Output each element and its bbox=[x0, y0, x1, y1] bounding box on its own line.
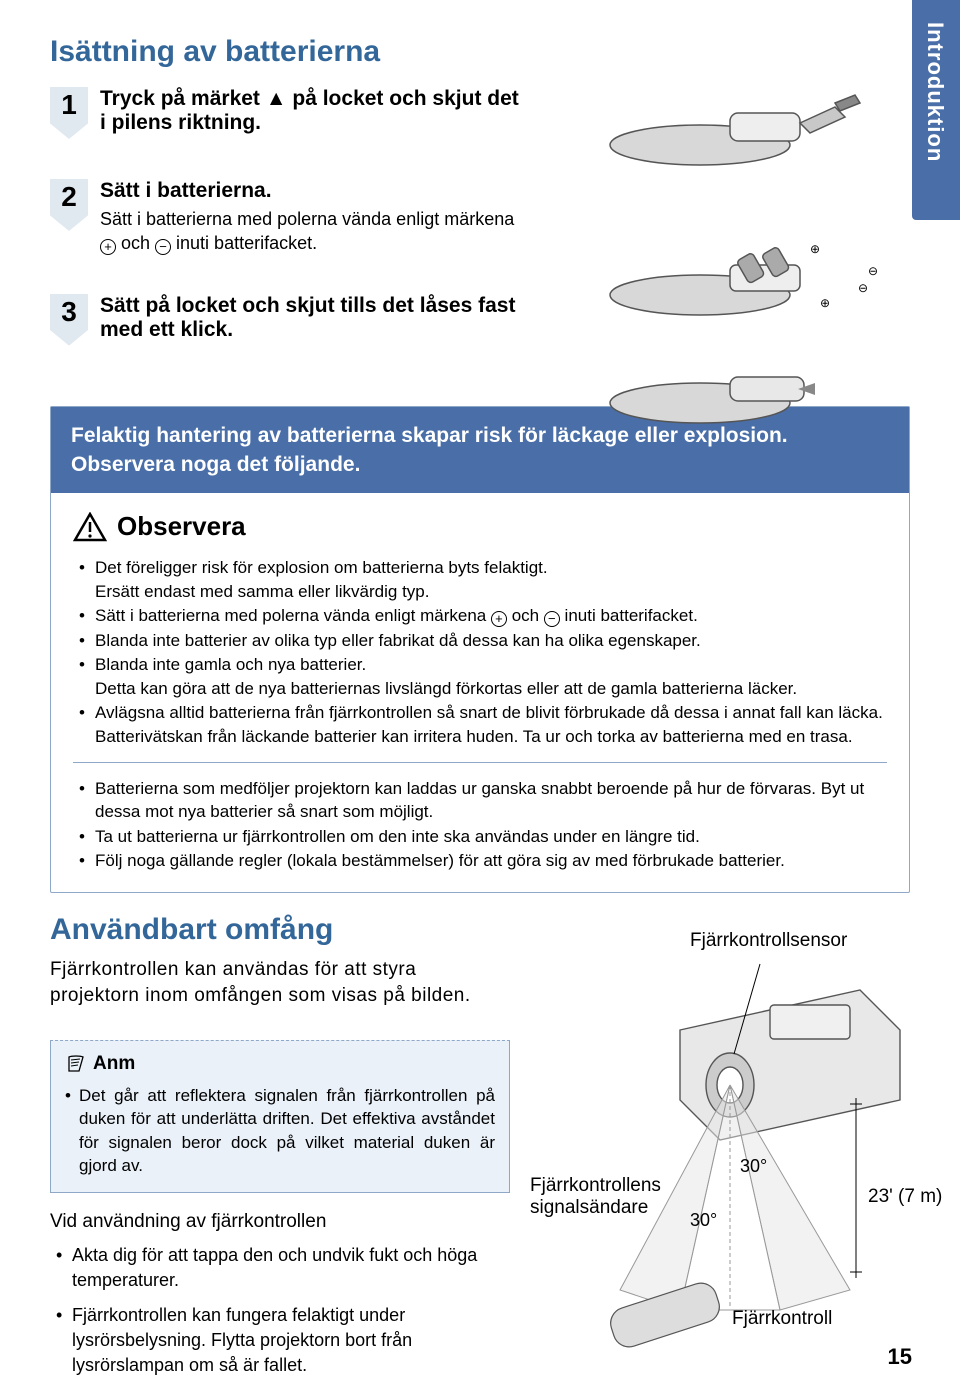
note-icon bbox=[65, 1053, 87, 1075]
label-angle-1: 30° bbox=[740, 1156, 767, 1176]
sublist-item: Akta dig för att tappa den och undvik fu… bbox=[50, 1243, 510, 1293]
label-remote: Fjärrkontroll bbox=[732, 1308, 832, 1330]
label-transmitter: Fjärrkontrollens signalsändare bbox=[530, 1175, 680, 1219]
step-1: 1 Tryck på märket ▲ på locket och skjut … bbox=[50, 87, 530, 139]
note-text: Det går att reflektera signalen från fjä… bbox=[65, 1084, 495, 1178]
step-2: 2 Sätt i batterierna. Sätt i batterierna… bbox=[50, 179, 530, 256]
svg-text:⊖: ⊖ bbox=[858, 281, 868, 295]
label-sensor: Fjärrkontrollsensor bbox=[690, 930, 847, 952]
step-1-num: 1 bbox=[50, 87, 88, 139]
page-number: 15 bbox=[888, 1344, 912, 1370]
step-1-title: Tryck på märket ▲ på locket och skjut de… bbox=[100, 87, 530, 135]
sublist-header: Vid användning av fjärrkontrollen bbox=[50, 1211, 510, 1233]
range-illustration: Fjärrkontrollsensor 30° bbox=[530, 930, 960, 1360]
warning-item: Ta ut batterierna ur fjärrkontrollen om … bbox=[73, 825, 887, 848]
illustration-step2: ⊕ ⊖ ⊖ ⊕ bbox=[600, 235, 890, 325]
observe-label: Observera bbox=[117, 511, 246, 542]
illustration-step3 bbox=[600, 345, 890, 435]
warning-item: Sätt i batterierna med polerna vända enl… bbox=[73, 604, 887, 627]
section2-body: Fjärrkontrollen kan användas för att sty… bbox=[50, 957, 510, 1010]
note-box: Anm Det går att reflektera signalen från… bbox=[50, 1040, 510, 1193]
observe-title: Observera bbox=[73, 511, 887, 542]
svg-text:⊖: ⊖ bbox=[868, 264, 878, 278]
note-title: Anm bbox=[65, 1051, 495, 1078]
warning-item: Batterierna som medföljer projektorn kan… bbox=[73, 777, 887, 824]
step-2-body: Sätt i batterierna med polerna vända enl… bbox=[100, 207, 530, 256]
warning-item: Avlägsna alltid batterierna från fjärrko… bbox=[73, 701, 887, 748]
main-title: Isättning av batterierna bbox=[50, 35, 910, 69]
svg-text:⊕: ⊕ bbox=[810, 242, 820, 256]
warning-item: Blanda inte batterier av olika typ eller… bbox=[73, 629, 887, 652]
step-3: 3 Sätt på locket och skjut tills det lås… bbox=[50, 294, 530, 346]
illustration-step1 bbox=[600, 85, 890, 175]
note-label: Anm bbox=[93, 1051, 135, 1078]
warning-list-bottom: Batterierna som medföljer projektorn kan… bbox=[73, 777, 887, 873]
step-3-title: Sätt på locket och skjut tills det låses… bbox=[100, 294, 530, 342]
step-3-num: 3 bbox=[50, 294, 88, 346]
label-angle-2: 30° bbox=[690, 1210, 717, 1230]
warning-item: Blanda inte gamla och nya batterier.Dett… bbox=[73, 653, 887, 700]
step-2-num: 2 bbox=[50, 179, 88, 231]
warning-block: Felaktig hantering av batterierna skapar… bbox=[50, 406, 910, 893]
step-2-title: Sätt i batterierna. bbox=[100, 179, 530, 203]
warning-item: Det föreligger risk för explosion om bat… bbox=[73, 556, 887, 603]
sublist: Akta dig för att tappa den och undvik fu… bbox=[50, 1243, 510, 1377]
label-distance: 23' (7 m) bbox=[868, 1186, 942, 1208]
sublist-item: Fjärrkontrollen kan fungera felaktigt un… bbox=[50, 1303, 510, 1377]
warning-list-top: Det föreligger risk för explosion om bat… bbox=[73, 556, 887, 748]
warning-icon bbox=[73, 512, 107, 542]
warning-header-line2: Observera noga det följande. bbox=[71, 453, 360, 476]
svg-text:⊕: ⊕ bbox=[820, 296, 830, 310]
warning-item: Följ noga gällande regler (lokala bestäm… bbox=[73, 849, 887, 872]
